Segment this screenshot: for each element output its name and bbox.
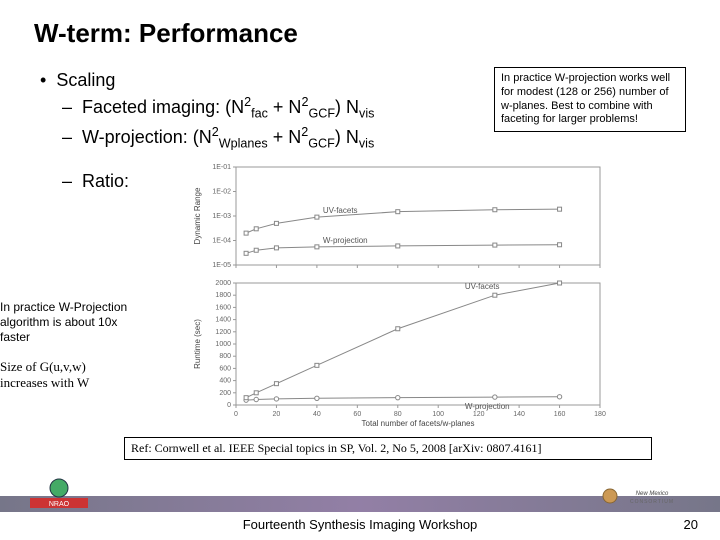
svg-text:60: 60 [353,411,361,418]
bullet-scaling: • Scaling [40,67,482,93]
note-box: In practice W-projection works well for … [494,67,686,132]
svg-text:400: 400 [219,377,231,384]
nrao-logo: NRAO [30,478,88,510]
t: vis [359,137,374,151]
page-number: 20 [684,517,698,532]
logo-icon: New Mexico CONSORTIUM [600,482,690,510]
svg-text:2000: 2000 [215,280,231,287]
svg-text:Dynamic Range: Dynamic Range [193,187,202,244]
svg-text:1E-03: 1E-03 [212,213,231,220]
bullet-faceted: – Faceted imaging: (N2fac + N2GCF) Nvis [62,93,482,123]
svg-text:1200: 1200 [215,329,231,336]
svg-text:600: 600 [219,365,231,372]
svg-text:UV-facets: UV-facets [323,206,358,215]
footer-text: Fourteenth Synthesis Imaging Workshop [243,517,478,532]
svg-text:1E-05: 1E-05 [212,262,231,269]
svg-text:180: 180 [594,411,606,418]
t: + N [268,97,302,117]
page-title: W-term: Performance [34,18,686,49]
t: fac [251,107,268,121]
side-notes: In practice W-Projection algorithm is ab… [0,300,130,392]
logo-icon: NRAO [30,478,88,510]
nm-consortium-logo: New Mexico CONSORTIUM [600,482,690,510]
bullet-list: • Scaling – Faceted imaging: (N2fac + N2… [34,67,482,153]
t: 2 [212,125,219,139]
svg-text:200: 200 [219,390,231,397]
side-note-speed: In practice W-Projection algorithm is ab… [0,300,130,345]
t: ) N [335,127,359,147]
svg-text:1E-04: 1E-04 [212,237,231,244]
t: Wplanes [219,137,268,151]
svg-text:UV-facets: UV-facets [465,282,500,291]
t: + N [268,127,302,147]
mid-row: – Ratio: 1E-05 1E-04 1E-03 1E-02 1E-01 Dynami… [34,161,686,429]
svg-text:Total number of facets/w-plane: Total number of facets/w-planes [362,419,475,428]
svg-text:140: 140 [513,411,525,418]
footer: Fourteenth Synthesis Imaging Workshop 20 [0,517,720,532]
svg-text:NRAO: NRAO [49,501,70,508]
svg-text:80: 80 [394,411,402,418]
t: Faceted imaging: (N [82,97,244,117]
bullet-ratio: – Ratio: [62,171,182,192]
svg-text:160: 160 [554,411,566,418]
svg-text:20: 20 [273,411,281,418]
t: W-projection: (N [82,127,212,147]
dynamic-range-chart: 1E-05 1E-04 1E-03 1E-02 1E-01 Dynamic Range W-… [188,161,608,279]
bullet-wproj: – W-projection: (N2Wplanes + N2GCF) Nvis [62,123,482,153]
svg-text:40: 40 [313,411,321,418]
svg-text:1400: 1400 [215,316,231,323]
svg-text:1000: 1000 [215,341,231,348]
chart-area: 1E-05 1E-04 1E-03 1E-02 1E-01 Dynamic Range W-… [188,161,686,429]
svg-text:0: 0 [227,402,231,409]
svg-text:120: 120 [473,411,485,418]
t: ) N [335,97,359,117]
side-note-gsize: Size of G(u,v,w) increases with W [0,359,130,392]
svg-text:1E-02: 1E-02 [212,188,231,195]
svg-text:W-projection: W-projection [465,402,510,411]
svg-text:New Mexico: New Mexico [636,491,669,497]
svg-text:100: 100 [432,411,444,418]
slide: W-term: Performance • Scaling – Faceted … [0,0,720,540]
runtime-chart: 0 200 400 600 800 1000 1200 1400 1600 1800 2000 0 20… [188,279,608,429]
svg-text:1800: 1800 [215,292,231,299]
reference-box: Ref: Cornwell et al. IEEE Special topics… [124,437,652,460]
t: GCF [308,137,335,151]
t: vis [359,107,374,121]
svg-text:0: 0 [234,411,238,418]
svg-text:CONSORTIUM: CONSORTIUM [630,499,674,505]
bullet-scaling-text: Scaling [56,70,115,90]
svg-text:800: 800 [219,353,231,360]
svg-text:Runtime (sec): Runtime (sec) [193,319,202,369]
svg-text:1E-01: 1E-01 [212,164,231,171]
svg-text:W-projection: W-projection [323,236,368,245]
t: GCF [308,107,335,121]
t: Ratio: [82,171,129,191]
svg-text:1600: 1600 [215,304,231,311]
top-row: • Scaling – Faceted imaging: (N2fac + N2… [34,67,686,153]
